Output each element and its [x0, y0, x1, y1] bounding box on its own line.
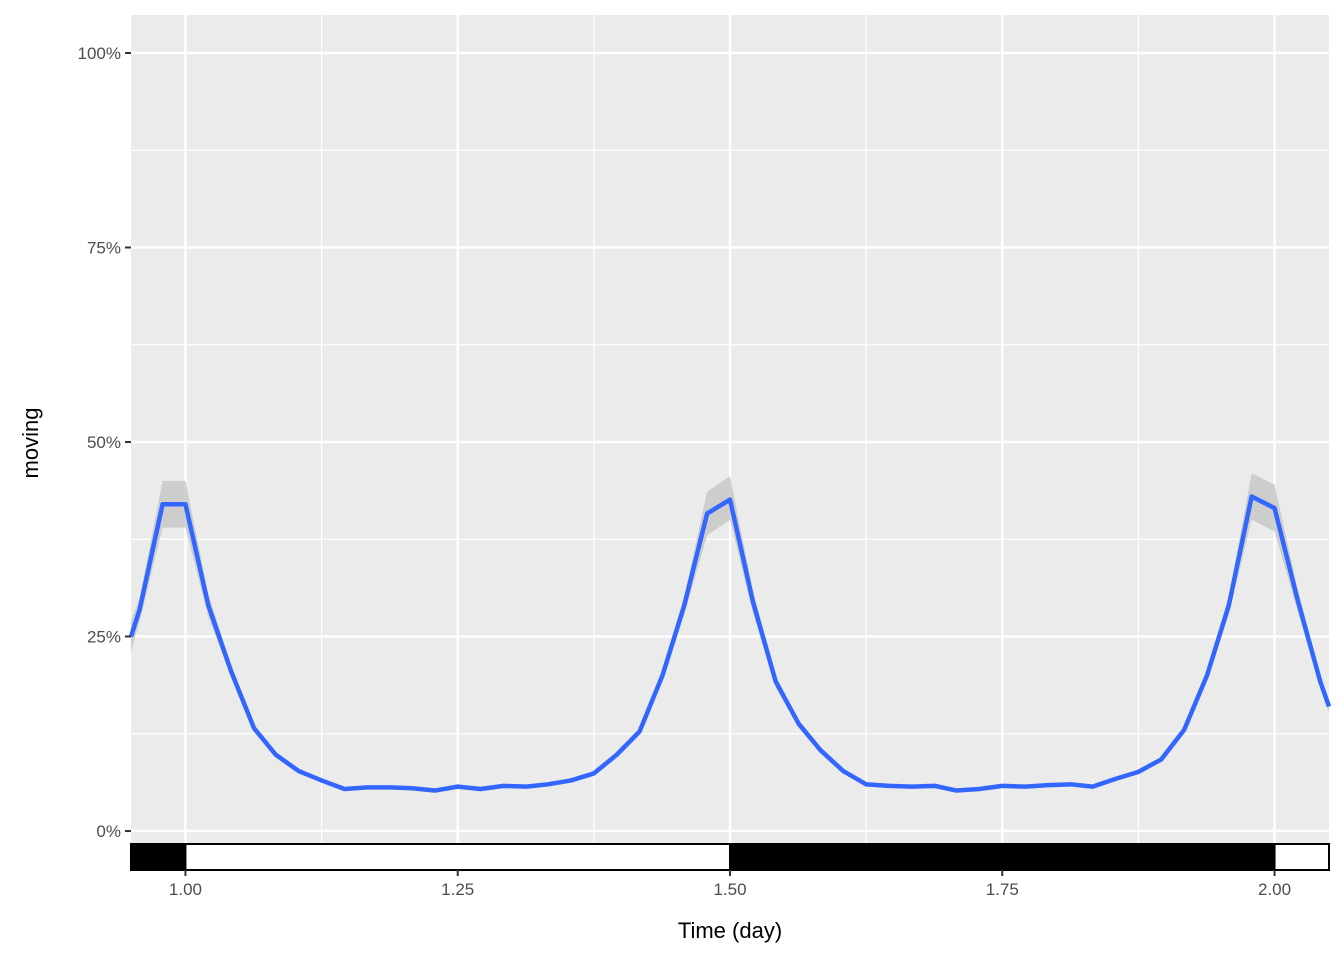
x-tick-label: 1.50 — [713, 880, 746, 899]
y-axis-title: moving — [18, 408, 43, 479]
y-tick-label: 25% — [87, 628, 121, 647]
grid — [131, 15, 1329, 844]
light-dark-segment-dark — [130, 843, 187, 871]
x-tick-label: 1.25 — [441, 880, 474, 899]
series-line-0 — [128, 494, 1332, 793]
y-tick-label: 75% — [87, 239, 121, 258]
light-dark-segment-light — [1273, 843, 1330, 871]
series-line-layer — [128, 494, 1332, 793]
x-axis-title: Time (day) — [678, 918, 782, 943]
x-tick-label: 1.75 — [986, 880, 1019, 899]
light-dark-segment-light — [184, 843, 732, 871]
x-tick-label: 2.00 — [1258, 880, 1291, 899]
x-axis: 1.00 1.25 1.50 1.75 2.00 — [169, 870, 1291, 899]
y-axis: 0% 25% 50% 75% 100% — [78, 44, 131, 841]
light-dark-bar — [130, 843, 1330, 871]
x-tick-label: 1.00 — [169, 880, 202, 899]
light-dark-segment-dark — [729, 843, 1276, 871]
y-tick-label: 100% — [78, 44, 121, 63]
y-tick-label: 0% — [96, 822, 121, 841]
y-tick-label: 50% — [87, 433, 121, 452]
